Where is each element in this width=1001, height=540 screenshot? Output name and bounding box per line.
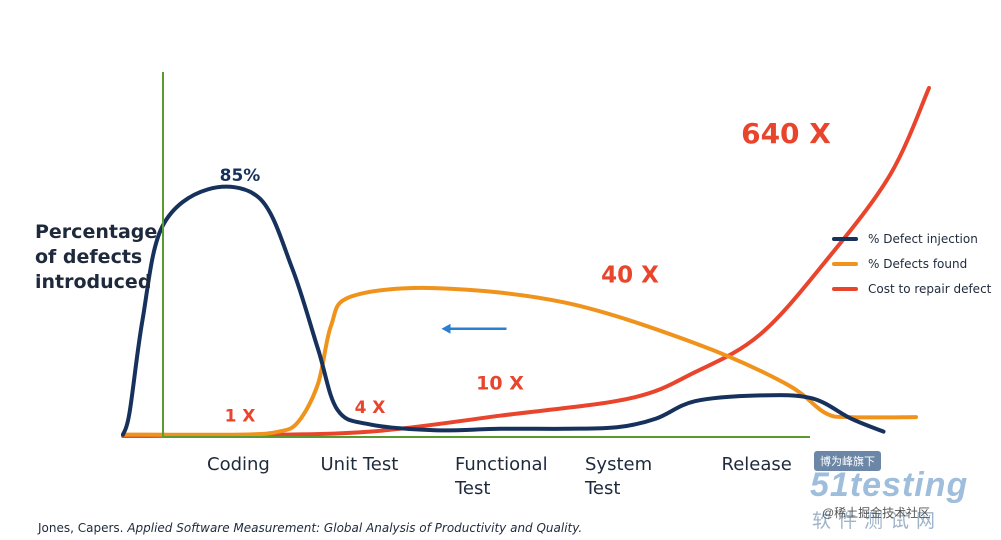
legend-item: Cost to repair defect bbox=[832, 276, 991, 301]
source-author: Jones, Capers. bbox=[38, 521, 124, 535]
series-line-2 bbox=[121, 285, 918, 437]
watermark-handle: @稀土掘金技术社区 bbox=[822, 506, 931, 520]
legend-swatch bbox=[832, 236, 858, 241]
watermark-subtitle: 软件测试网 bbox=[812, 511, 943, 532]
arrow-head bbox=[441, 323, 451, 334]
source-citation: Jones, Capers. Applied Software Measurem… bbox=[38, 521, 582, 535]
annotation-3: 4 X bbox=[355, 398, 386, 418]
annotation-6: 640 X bbox=[741, 117, 831, 150]
watermark-logo: 51testing bbox=[810, 466, 969, 504]
x-tick-label: Functional Test bbox=[455, 454, 548, 499]
annotation-2: 1 X bbox=[225, 407, 256, 427]
legend-label: % Defects found bbox=[868, 256, 968, 271]
source-title: Applied Software Measurement: Global Ana… bbox=[127, 521, 583, 535]
x-tick-label: Unit Test bbox=[320, 454, 399, 475]
direction-arrow bbox=[441, 323, 507, 334]
legend-swatch bbox=[832, 286, 858, 291]
watermark-badge: 博为峰旗下 bbox=[814, 451, 881, 471]
x-tick-label: System Test bbox=[585, 454, 653, 499]
x-tick-label: Release bbox=[721, 454, 792, 475]
series-line-1 bbox=[121, 184, 886, 437]
annotation-5: 40 X bbox=[601, 262, 659, 288]
annotation-4: 10 X bbox=[476, 373, 524, 395]
legend-swatch bbox=[832, 261, 858, 266]
y-axis-label: Percentage of defects introduced bbox=[35, 221, 158, 293]
legend: % Defect injection % Defects found Cost to… bbox=[832, 226, 991, 301]
legend-label: Cost to repair defect bbox=[868, 281, 992, 296]
annotations: 85% 1 X 4 X 10 X 40 X 640 X bbox=[220, 117, 832, 426]
curves bbox=[121, 86, 931, 438]
legend-item: % Defect injection bbox=[832, 226, 991, 251]
annotation-1: 85% bbox=[220, 166, 261, 186]
series-line-3 bbox=[121, 86, 931, 438]
legend-item: % Defects found bbox=[832, 251, 991, 276]
legend-label: % Defect injection bbox=[868, 231, 978, 246]
x-tick-label: Coding bbox=[207, 454, 270, 475]
